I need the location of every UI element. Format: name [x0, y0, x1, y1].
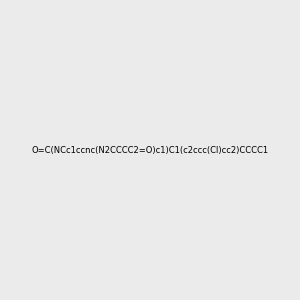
Text: O=C(NCc1ccnc(N2CCCC2=O)c1)C1(c2ccc(Cl)cc2)CCCC1: O=C(NCc1ccnc(N2CCCC2=O)c1)C1(c2ccc(Cl)cc…: [32, 146, 268, 154]
